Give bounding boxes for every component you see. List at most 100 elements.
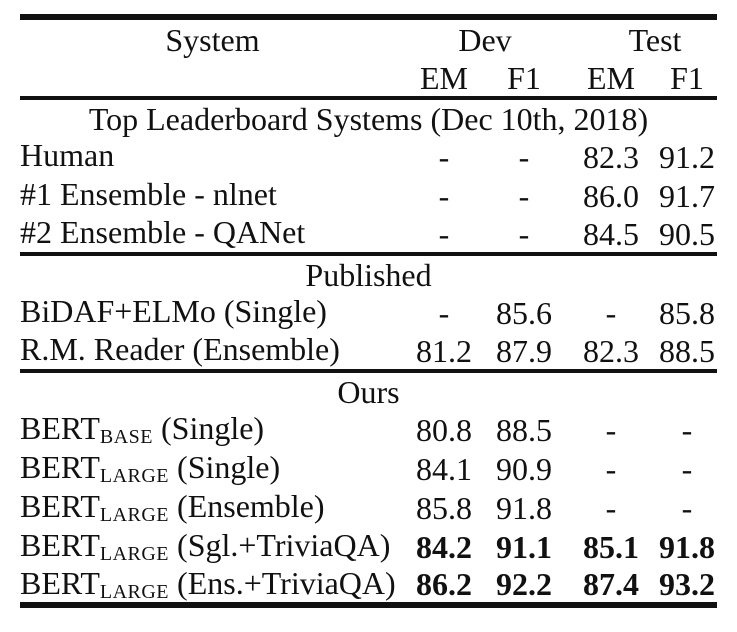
header-group-row: System Dev Test — [20, 17, 717, 59]
cell-test-em: 86.0 — [583, 177, 639, 214]
header-metric-row: EM F1 EM F1 — [20, 59, 717, 98]
cell-test-em: 84.5 — [583, 215, 639, 252]
system-suffix: (Single) — [169, 449, 281, 485]
cell-dev-em: - — [438, 294, 450, 331]
section-title: Ours — [337, 373, 400, 410]
system-name: R.M. Reader (Ensemble) — [20, 331, 340, 367]
system-name: BERT — [20, 449, 100, 485]
cell-dev-f1: 88.5 — [496, 411, 552, 448]
cell-test-em: 82.3 — [583, 332, 639, 369]
column-header-test-f1: F1 — [670, 59, 704, 96]
system-suffix: (Sgl.+TriviaQA) — [169, 527, 391, 563]
system-subscript: LARGE — [99, 465, 170, 487]
table-row: BERTLARGE (Single) 84.1 90.9 - - — [20, 449, 717, 488]
table-row: #2 Ensemble - QANet - - 84.5 90.5 — [20, 215, 717, 254]
system-name: BERT — [20, 564, 100, 601]
system-name: BERT — [20, 410, 100, 446]
cell-dev-f1: 85.6 — [496, 294, 552, 331]
results-table: System Dev Test EM F1 EM F1 Top Leaderbo… — [20, 14, 718, 608]
column-header-dev-em: EM — [420, 59, 468, 96]
cell-test-f1: 93.2 — [659, 566, 715, 602]
table-header: System Dev Test EM F1 EM F1 — [20, 17, 717, 98]
column-header-test-em: EM — [587, 59, 635, 96]
cell-test-f1: 91.7 — [659, 177, 715, 214]
table-row: BERTBASE (Single) 80.8 88.5 - - — [20, 410, 717, 449]
cell-dev-em: - — [438, 138, 450, 175]
cell-system: BERTLARGE (Ensemble) — [20, 488, 405, 527]
cell-test-em: - — [605, 294, 617, 331]
cell-test-f1: 91.8 — [659, 528, 715, 565]
section-ours: Ours BERTBASE (Single) 80.8 88.5 - - BER… — [20, 371, 718, 605]
system-name: Human — [20, 137, 115, 173]
column-header-system: System — [165, 21, 260, 58]
table-row: BiDAF+ELMo (Single) - 85.6 - 85.8 — [20, 293, 717, 332]
cell-dev-f1: 87.9 — [496, 332, 552, 369]
section-leaderboard: Top Leaderboard Systems (Dec 10th, 2018)… — [20, 98, 718, 254]
system-suffix: (Ens.+TriviaQA) — [169, 564, 396, 601]
table-row: BERTLARGE (Ensemble) 85.8 91.8 - - — [20, 488, 717, 527]
cell-test-em: - — [605, 411, 617, 448]
system-name: BERT — [20, 527, 100, 563]
section-title: Published — [305, 256, 432, 293]
cell-dev-em: - — [438, 215, 450, 252]
cell-dev-f1: 91.8 — [496, 489, 552, 526]
cell-test-em: 85.1 — [583, 528, 639, 565]
cell-test-em: 82.3 — [583, 138, 639, 175]
cell-dev-em: 84.1 — [416, 450, 472, 487]
table-row: BERTLARGE (Ens.+TriviaQA) 86.2 92.2 87.4… — [20, 566, 717, 605]
section-title-row: Ours — [20, 371, 717, 410]
column-group-test: Test — [628, 21, 682, 58]
section-title-row: Top Leaderboard Systems (Dec 10th, 2018) — [20, 98, 717, 137]
cell-test-f1: 85.8 — [659, 294, 715, 331]
cell-system: BERTLARGE (Single) — [20, 449, 405, 488]
column-header-empty — [20, 59, 405, 98]
cell-dev-em: - — [438, 177, 450, 214]
table-row: Human - - 82.3 91.2 — [20, 137, 717, 176]
cell-system: #2 Ensemble - QANet — [20, 215, 405, 254]
cell-test-f1: - — [681, 489, 693, 526]
table-row: BERTLARGE (Sgl.+TriviaQA) 84.2 91.1 85.1… — [20, 527, 717, 566]
cell-test-em: - — [605, 450, 617, 487]
cell-dev-em: 86.2 — [416, 566, 472, 602]
system-name: BERT — [20, 488, 100, 524]
cell-system: #1 Ensemble - nlnet — [20, 176, 405, 215]
cell-test-em: - — [605, 489, 617, 526]
cell-test-f1: - — [681, 450, 693, 487]
cell-test-f1: - — [681, 411, 693, 448]
system-suffix: (Ensemble) — [169, 488, 325, 524]
system-subscript: LARGE — [99, 504, 170, 526]
cell-system: Human — [20, 137, 405, 176]
cell-dev-f1: - — [518, 215, 530, 252]
table-row: #1 Ensemble - nlnet - - 86.0 91.7 — [20, 176, 717, 215]
system-subscript: BASE — [99, 426, 153, 448]
cell-dev-em: 80.8 — [416, 411, 472, 448]
cell-dev-em: 84.2 — [416, 528, 472, 565]
system-subscript: LARGE — [99, 543, 170, 565]
system-name: BiDAF+ELMo (Single) — [20, 293, 327, 329]
section-published: Published BiDAF+ELMo (Single) - 85.6 - 8… — [20, 254, 718, 371]
table-row: R.M. Reader (Ensemble) 81.2 87.9 82.3 88… — [20, 332, 717, 371]
cell-dev-f1: - — [518, 177, 530, 214]
cell-test-f1: 88.5 — [659, 332, 715, 369]
cell-system: BERTLARGE (Sgl.+TriviaQA) — [20, 527, 405, 566]
cell-system: R.M. Reader (Ensemble) — [20, 332, 405, 371]
system-name: #1 Ensemble - nlnet — [20, 176, 277, 212]
section-title: Top Leaderboard Systems (Dec 10th, 2018) — [88, 100, 649, 137]
cell-dev-f1: 92.2 — [496, 566, 552, 602]
cell-dev-em: 81.2 — [416, 332, 472, 369]
column-header-dev-f1: F1 — [507, 59, 541, 96]
cell-system: BiDAF+ELMo (Single) — [20, 293, 405, 332]
section-title-row: Published — [20, 254, 717, 293]
cell-test-f1: 91.2 — [659, 138, 715, 175]
cell-test-f1: 90.5 — [659, 215, 715, 252]
cell-dev-f1: - — [518, 138, 530, 175]
column-group-dev: Dev — [458, 21, 512, 58]
system-subscript: LARGE — [99, 580, 170, 603]
cell-dev-f1: 90.9 — [496, 450, 552, 487]
cell-system: BERTBASE (Single) — [20, 410, 405, 449]
cell-dev-f1: 91.1 — [496, 528, 552, 565]
cell-system: BERTLARGE (Ens.+TriviaQA) — [20, 566, 405, 605]
system-suffix: (Single) — [152, 410, 265, 446]
cell-dev-em: 85.8 — [416, 489, 472, 526]
